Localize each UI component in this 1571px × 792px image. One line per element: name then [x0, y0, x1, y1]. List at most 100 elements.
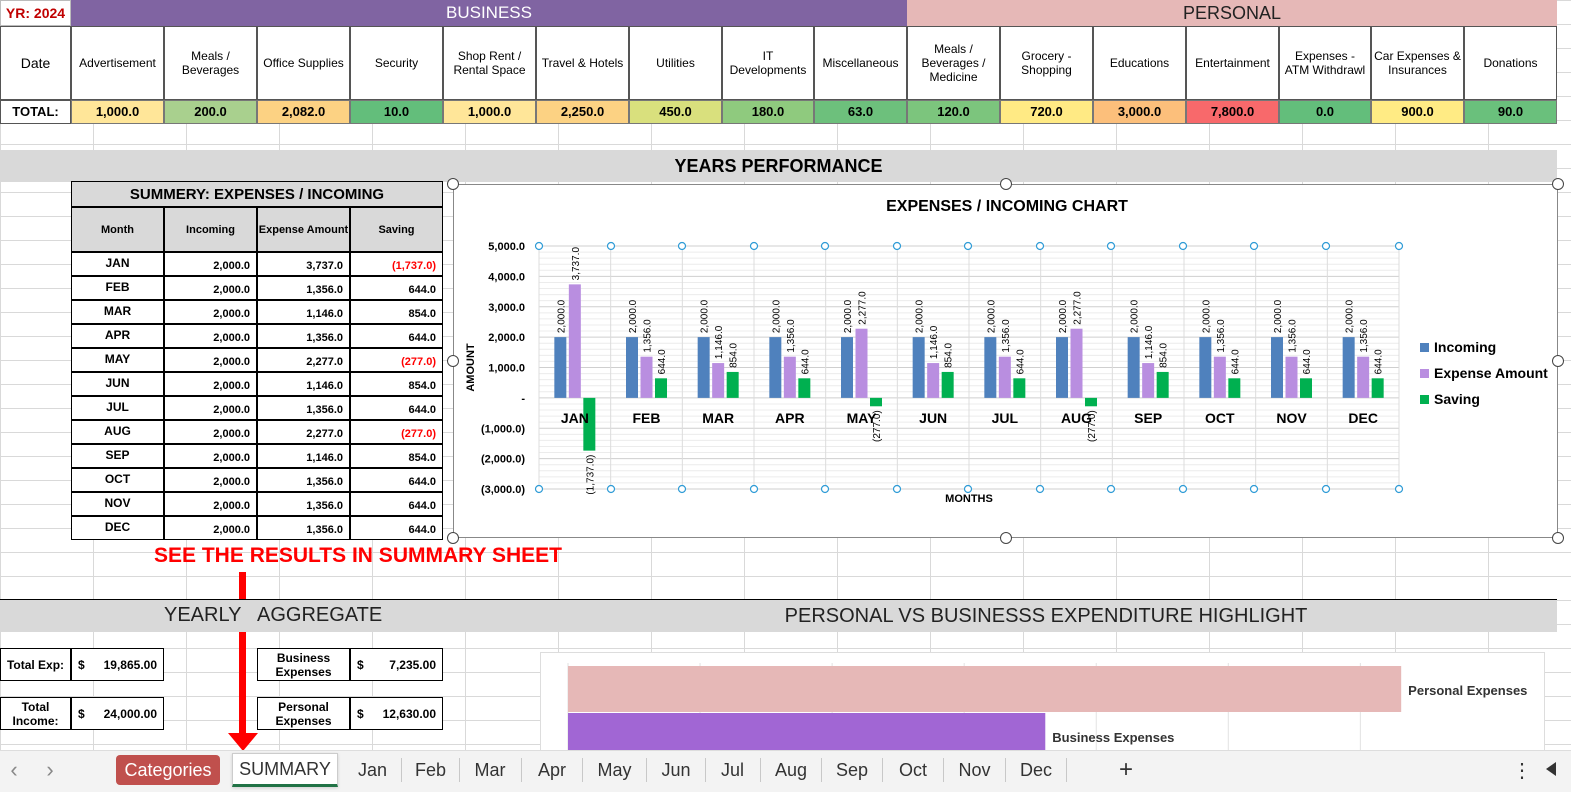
tab-summary[interactable]: SUMMARY: [232, 753, 338, 787]
chart-resize-handle[interactable]: [1552, 355, 1564, 367]
plot-area-handle[interactable]: [1178, 484, 1188, 494]
category-header[interactable]: Meals / Beverages: [164, 26, 257, 100]
bar-incoming[interactable]: [1271, 337, 1283, 398]
chart-resize-handle[interactable]: [1552, 532, 1564, 544]
category-header[interactable]: Car Expenses & Insurances: [1371, 26, 1464, 100]
summary-saving[interactable]: (1,737.0): [350, 252, 443, 276]
summary-month[interactable]: APR: [71, 324, 164, 348]
bar-expense-amount[interactable]: [1142, 363, 1155, 398]
summary-month[interactable]: JUN: [71, 372, 164, 396]
summary-saving[interactable]: 644.0: [350, 492, 443, 516]
plot-area-handle[interactable]: [1035, 241, 1045, 251]
prev-sheet-button[interactable]: ‹: [10, 757, 18, 782]
bar-incoming[interactable]: [1056, 337, 1068, 398]
bar-saving[interactable]: [1013, 378, 1026, 398]
summary-month[interactable]: FEB: [71, 276, 164, 300]
summary-expense[interactable]: 1,356.0: [257, 324, 350, 348]
plot-area-handle[interactable]: [534, 241, 544, 251]
chart-resize-handle[interactable]: [447, 355, 459, 367]
summary-expense[interactable]: 3,737.0: [257, 252, 350, 276]
plot-area-handle[interactable]: [1106, 484, 1116, 494]
tab-sep[interactable]: Sep: [835, 759, 869, 780]
summary-incoming[interactable]: 2,000.0: [164, 396, 257, 420]
plot-area-handle[interactable]: [820, 241, 830, 251]
plot-area-handle[interactable]: [1249, 241, 1259, 251]
category-header[interactable]: Miscellaneous: [814, 26, 907, 100]
bar-incoming[interactable]: [769, 337, 782, 398]
summary-incoming[interactable]: 2,000.0: [164, 372, 257, 396]
summary-incoming[interactable]: 2,000.0: [164, 324, 257, 348]
category-header[interactable]: Entertainment: [1186, 26, 1279, 100]
category-total[interactable]: 3,000.0: [1093, 100, 1186, 124]
bar-expense-amount[interactable]: [855, 328, 868, 398]
category-total[interactable]: 1,000.0: [443, 100, 536, 124]
bar-saving[interactable]: [870, 397, 882, 407]
summary-saving[interactable]: (277.0): [350, 420, 443, 444]
bar-incoming[interactable]: [697, 337, 710, 398]
category-header[interactable]: Shop Rent / Rental Space: [443, 26, 536, 100]
summary-month[interactable]: JUL: [71, 396, 164, 420]
plot-area-handle[interactable]: [749, 484, 759, 494]
summary-expense[interactable]: 1,146.0: [257, 300, 350, 324]
tab-nov[interactable]: Nov: [958, 759, 991, 780]
add-sheet-button[interactable]: +: [1118, 756, 1133, 783]
chart-resize-handle[interactable]: [1552, 178, 1564, 190]
bar-saving[interactable]: [1371, 378, 1384, 398]
category-header[interactable]: Meals / Beverages / Medicine: [907, 26, 1000, 100]
bar-incoming[interactable]: [984, 337, 997, 398]
summary-incoming[interactable]: 2,000.0: [164, 420, 257, 444]
summary-expense[interactable]: 1,356.0: [257, 276, 350, 300]
category-total[interactable]: 63.0: [814, 100, 907, 124]
plot-area-handle[interactable]: [1321, 484, 1331, 494]
plot-area-handle[interactable]: [677, 241, 687, 251]
summary-saving[interactable]: 644.0: [350, 396, 443, 420]
summary-saving[interactable]: 854.0: [350, 444, 443, 468]
summary-expense[interactable]: 1,356.0: [257, 396, 350, 420]
bar-saving[interactable]: [1228, 378, 1241, 398]
summary-expense[interactable]: 1,146.0: [257, 444, 350, 468]
summary-incoming[interactable]: 2,000.0: [164, 348, 257, 372]
plot-area-handle[interactable]: [606, 484, 616, 494]
bar-incoming[interactable]: [626, 337, 638, 398]
plot-area-handle[interactable]: [1321, 241, 1331, 251]
tab-dec[interactable]: Dec: [1019, 759, 1052, 780]
plot-area-handle[interactable]: [1035, 484, 1045, 494]
category-total[interactable]: 450.0: [629, 100, 722, 124]
chart-resize-handle[interactable]: [447, 178, 459, 190]
personal-vs-business-chart[interactable]: Personal Expenses Business Expenses: [540, 652, 1545, 752]
summary-saving[interactable]: (277.0): [350, 348, 443, 372]
bar-incoming[interactable]: [1127, 337, 1140, 398]
summary-month[interactable]: MAR: [71, 300, 164, 324]
plot-area-handle[interactable]: [1178, 241, 1188, 251]
summary-expense[interactable]: 2,277.0: [257, 348, 350, 372]
more-options-icon[interactable]: ⋮: [1512, 759, 1532, 782]
summary-incoming[interactable]: 2,000.0: [164, 492, 257, 516]
summary-month[interactable]: MAY: [71, 348, 164, 372]
next-sheet-button[interactable]: ›: [46, 757, 54, 782]
category-header[interactable]: IT Developments: [722, 26, 814, 100]
plot-area-handle[interactable]: [534, 484, 544, 494]
category-header[interactable]: Donations: [1464, 26, 1557, 100]
bar-saving[interactable]: [655, 378, 667, 398]
category-total[interactable]: 180.0: [722, 100, 814, 124]
bar-expense-amount[interactable]: [712, 363, 725, 398]
summary-expense[interactable]: 2,277.0: [257, 420, 350, 444]
category-header[interactable]: Expenses - ATM Withdrawl: [1279, 26, 1371, 100]
summary-saving[interactable]: 644.0: [350, 516, 443, 540]
summary-saving[interactable]: 854.0: [350, 300, 443, 324]
category-total[interactable]: 2,082.0: [257, 100, 350, 124]
bar-incoming[interactable]: [554, 337, 567, 398]
bar-saving[interactable]: [583, 397, 596, 451]
bar-expense-amount[interactable]: [1213, 356, 1226, 398]
bar-personal-expenses[interactable]: [568, 666, 1402, 712]
bar-expense-amount[interactable]: [998, 356, 1011, 398]
bar-saving[interactable]: [941, 371, 954, 398]
bar-saving[interactable]: [1156, 371, 1169, 398]
summary-saving[interactable]: 854.0: [350, 372, 443, 396]
plot-area-handle[interactable]: [677, 484, 687, 494]
plot-area-handle[interactable]: [1249, 484, 1259, 494]
chart-resize-handle[interactable]: [447, 532, 459, 544]
category-total[interactable]: 90.0: [1464, 100, 1557, 124]
category-header[interactable]: Educations: [1093, 26, 1186, 100]
category-total[interactable]: 2,250.0: [536, 100, 629, 124]
